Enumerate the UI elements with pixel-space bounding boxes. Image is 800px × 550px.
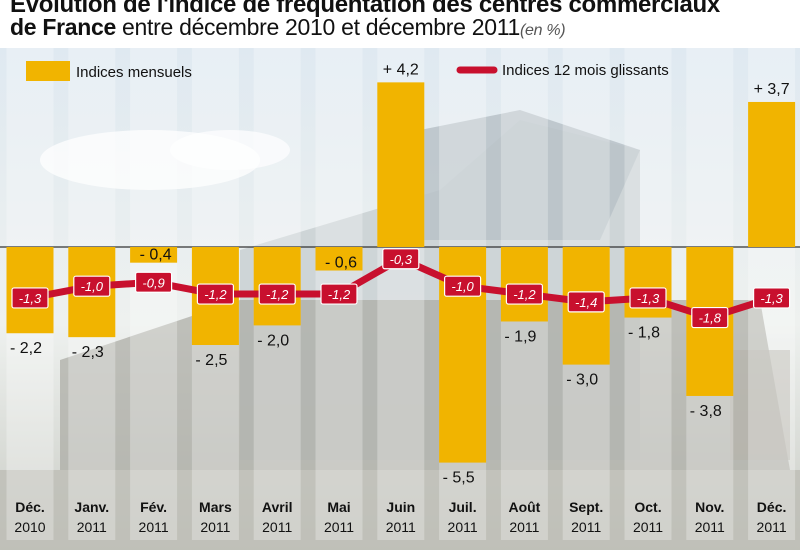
- chart-title: Évolution de l'indice de fréquentation d…: [10, 0, 720, 18]
- rolling-index-label: -1,2: [513, 287, 536, 302]
- rolling-index-label: -1,0: [81, 279, 104, 294]
- x-tick-month: Mai: [327, 499, 350, 515]
- column-stripe: [130, 48, 178, 540]
- rolling-index-label: -1,8: [699, 311, 722, 326]
- x-tick-month: Mars: [199, 499, 232, 515]
- rolling-index-marker: -1,3: [11, 287, 49, 309]
- bar: [315, 247, 363, 271]
- rolling-index-box: [629, 287, 667, 309]
- bar-value-label: - 3,0: [566, 372, 598, 389]
- x-tick-year: 2011: [571, 519, 601, 535]
- legend-label-bars: Indices mensuels: [76, 64, 192, 81]
- rolling-index-marker: -1,2: [196, 283, 234, 305]
- background-photo: [0, 48, 800, 550]
- rolling-index-label: -1,4: [575, 295, 597, 310]
- rolling-index-labels: -1,3 -1,0 -0,9 -1,2 -1,2 -1,2 -0,3 -1,0 -1,2 -1,4…: [11, 248, 791, 329]
- rolling-index-box: [196, 283, 234, 305]
- rolling-index-marker: -1,3: [629, 287, 667, 309]
- rolling-index-box: [135, 271, 173, 293]
- bar-value-label: - 2,3: [72, 344, 104, 361]
- bar-value-label: - 5,5: [443, 470, 475, 487]
- rolling-index-label: -1,2: [328, 287, 351, 302]
- x-tick-month: Déc.: [757, 499, 787, 515]
- bar-value-label: - 2,5: [195, 352, 227, 369]
- x-tick-month: Nov.: [695, 499, 724, 515]
- subtitle-rest: entre décembre 2010 et décembre 2011: [115, 14, 520, 40]
- x-tick-year: 2011: [633, 519, 663, 535]
- rolling-index-marker: -0,9: [135, 271, 173, 293]
- bar-value-label: + 4,2: [383, 61, 419, 78]
- chart-subtitle: de France entre décembre 2010 et décembr…: [10, 14, 566, 41]
- bar-value-label: - 0,6: [325, 255, 357, 272]
- rolling-index-label: -1,2: [266, 287, 289, 302]
- rolling-index-box: [382, 248, 420, 270]
- rolling-index-box: [320, 283, 358, 305]
- x-tick-year: 2010: [14, 519, 45, 535]
- rolling-index-box: [258, 283, 296, 305]
- rolling-index-box: [73, 275, 111, 297]
- x-tick-year: 2011: [448, 519, 478, 535]
- x-tick-month: Janv.: [74, 499, 109, 515]
- bar: [130, 247, 178, 263]
- bar: [377, 82, 425, 247]
- bar-value-label: - 2,0: [257, 332, 289, 349]
- rolling-index-box: [691, 306, 729, 329]
- x-tick-year: 2011: [262, 519, 292, 535]
- rolling-index-marker: -1,0: [73, 275, 111, 297]
- x-tick-year: 2011: [695, 519, 725, 535]
- bar-value-label: - 0,4: [140, 247, 172, 264]
- unit-label: (en %): [520, 22, 566, 39]
- rolling-index-box: [567, 291, 605, 313]
- rolling-index-marker: -1,0: [444, 275, 482, 297]
- rolling-index-marker: -1,2: [258, 283, 296, 305]
- bar-value-label: - 3,8: [690, 403, 722, 420]
- bar: [748, 101, 796, 248]
- rolling-index-marker: -1,2: [505, 283, 543, 305]
- rolling-index-label: -1,3: [760, 291, 783, 306]
- legend-label-line: Indices 12 mois glissants: [502, 62, 669, 79]
- rolling-index-label: -1,3: [19, 291, 42, 306]
- rolling-index-marker: -1,2: [320, 283, 358, 305]
- x-tick-month: Déc.: [15, 499, 45, 515]
- rolling-index-label: -1,3: [637, 291, 660, 306]
- x-tick-year: 2011: [386, 519, 416, 535]
- rolling-index-marker: -0,3: [382, 248, 420, 270]
- rolling-index-label: -0,3: [390, 252, 413, 267]
- x-tick-year: 2011: [757, 519, 787, 535]
- x-tick-year: 2011: [200, 519, 230, 535]
- rolling-index-marker: -1,8: [691, 306, 729, 329]
- bar-value-label: - 1,8: [628, 325, 660, 342]
- x-tick-month: Juin: [386, 499, 415, 515]
- x-tick-month: Oct.: [634, 499, 661, 515]
- x-tick-month: Avril: [262, 499, 293, 515]
- bar-value-label: - 2,2: [10, 340, 42, 357]
- subtitle-bold: de France: [10, 14, 116, 40]
- legend-swatch-bars: [26, 61, 70, 81]
- rolling-index-box: [444, 275, 482, 297]
- bar-value-label: - 1,9: [504, 328, 536, 345]
- x-tick-month: Juil.: [449, 499, 477, 515]
- bar-value-label: + 3,7: [754, 81, 790, 98]
- x-tick-year: 2011: [509, 519, 539, 535]
- x-axis-labels: Déc. 2010 Janv. 2011 Fév. 2011 Mars 2011 Avril 20…: [14, 499, 786, 535]
- x-tick-month: Août: [508, 499, 540, 515]
- rolling-index-marker: -1,4: [567, 291, 605, 313]
- rolling-index-label: -1,2: [204, 287, 227, 302]
- rolling-index-box: [505, 283, 543, 305]
- x-tick-month: Fév.: [140, 499, 167, 515]
- legend: Indices mensuels Indices 12 mois glissan…: [26, 61, 669, 81]
- x-tick-month: Sept.: [569, 499, 603, 515]
- rolling-index-box: [752, 287, 791, 309]
- x-tick-year: 2011: [324, 519, 354, 535]
- x-tick-year: 2011: [77, 519, 107, 535]
- rolling-index-label: -1,0: [451, 279, 474, 294]
- rolling-index-marker: -1,3: [752, 287, 791, 309]
- bar-value-labels: - 2,2 - 2,3 - 0,4 - 2,5 - 2,0 - 0,6 + 4,2 - 5,5…: [10, 61, 790, 486]
- x-tick-year: 2011: [139, 519, 169, 535]
- rolling-index-label: -0,9: [142, 275, 164, 290]
- rolling-index-box: [11, 287, 49, 309]
